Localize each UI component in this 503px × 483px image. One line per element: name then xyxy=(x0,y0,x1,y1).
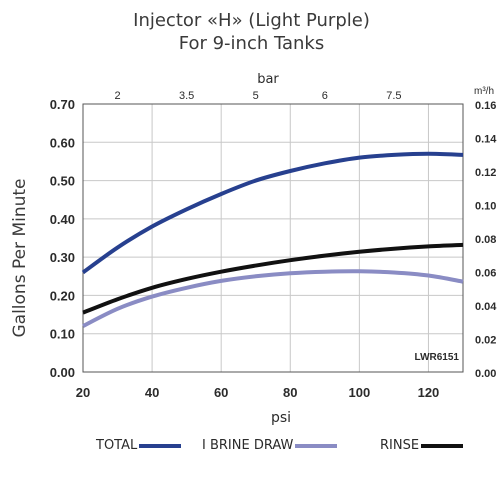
right-axis-tick-label: 0.12 xyxy=(475,167,496,179)
legend-item-rinse: RINSE xyxy=(380,438,464,453)
legend-item-total: TOTAL xyxy=(96,438,182,453)
y-tick-label: 0.40 xyxy=(50,212,75,227)
y-tick-label: 0.30 xyxy=(50,250,75,265)
top-axis-tick-label: 2 xyxy=(114,90,120,102)
legend-label-rinse: RINSE xyxy=(380,438,420,453)
right-axis-tick-label: 0.06 xyxy=(475,268,496,280)
right-axis-tick-label: 0.04 xyxy=(475,301,497,313)
x-tick-label: 120 xyxy=(418,385,440,400)
legend-item-brine-draw: I BRINE DRAW xyxy=(202,438,338,453)
chart-subtitle: For 9-inch Tanks xyxy=(178,33,325,54)
top-axis-label: bar xyxy=(257,72,279,87)
right-axis-tick-label: 0.10 xyxy=(475,201,496,213)
y-tick-label: 0.50 xyxy=(50,174,75,189)
x-axis-label: psi xyxy=(271,410,291,426)
x-tick-label: 20 xyxy=(76,385,90,400)
right-axis-tick-label: 0.08 xyxy=(475,234,496,246)
right-axis-tick-label: 0.14 xyxy=(475,134,497,146)
x-tick-label: 80 xyxy=(283,385,297,400)
chart-title: Injector «H» (Light Purple) xyxy=(133,10,370,31)
y-tick-label: 0.20 xyxy=(50,288,75,303)
right-axis-tick-label: 0.16 xyxy=(475,100,496,112)
legend-swatch-brine-draw xyxy=(295,443,338,448)
x-tick-label: 40 xyxy=(145,385,159,400)
top-axis-tick-label: 6 xyxy=(322,90,328,102)
legend-label-total: TOTAL xyxy=(96,438,138,453)
right-axis-tick-label: 0.02 xyxy=(475,335,496,347)
series-line-brine-draw xyxy=(82,269,464,328)
series-line-rinse xyxy=(82,242,464,315)
watermark-code: LWR6151 xyxy=(415,352,460,363)
top-axis-tick-label: 7.5 xyxy=(386,90,401,102)
plot-frame xyxy=(82,103,464,373)
legend-swatch-rinse xyxy=(421,443,464,448)
top-axis-tick-label: 5 xyxy=(253,90,259,102)
y-tick-label: 0.70 xyxy=(50,97,75,112)
top-axis-tick-label: 3.5 xyxy=(179,90,194,102)
x-tick-label: 100 xyxy=(349,385,371,400)
right-axis-tick-label: 0.00 xyxy=(475,368,496,380)
y-tick-label: 0.60 xyxy=(50,135,75,150)
x-tick-label: 60 xyxy=(214,385,228,400)
y-tick-label: 0.10 xyxy=(50,327,75,342)
legend-label-brine-draw: I BRINE DRAW xyxy=(202,438,294,453)
legend-swatch-total xyxy=(139,443,182,448)
series-line-total xyxy=(81,151,464,275)
y-tick-label: 0.00 xyxy=(50,365,75,380)
right-axis-label: m³/h xyxy=(474,86,494,97)
